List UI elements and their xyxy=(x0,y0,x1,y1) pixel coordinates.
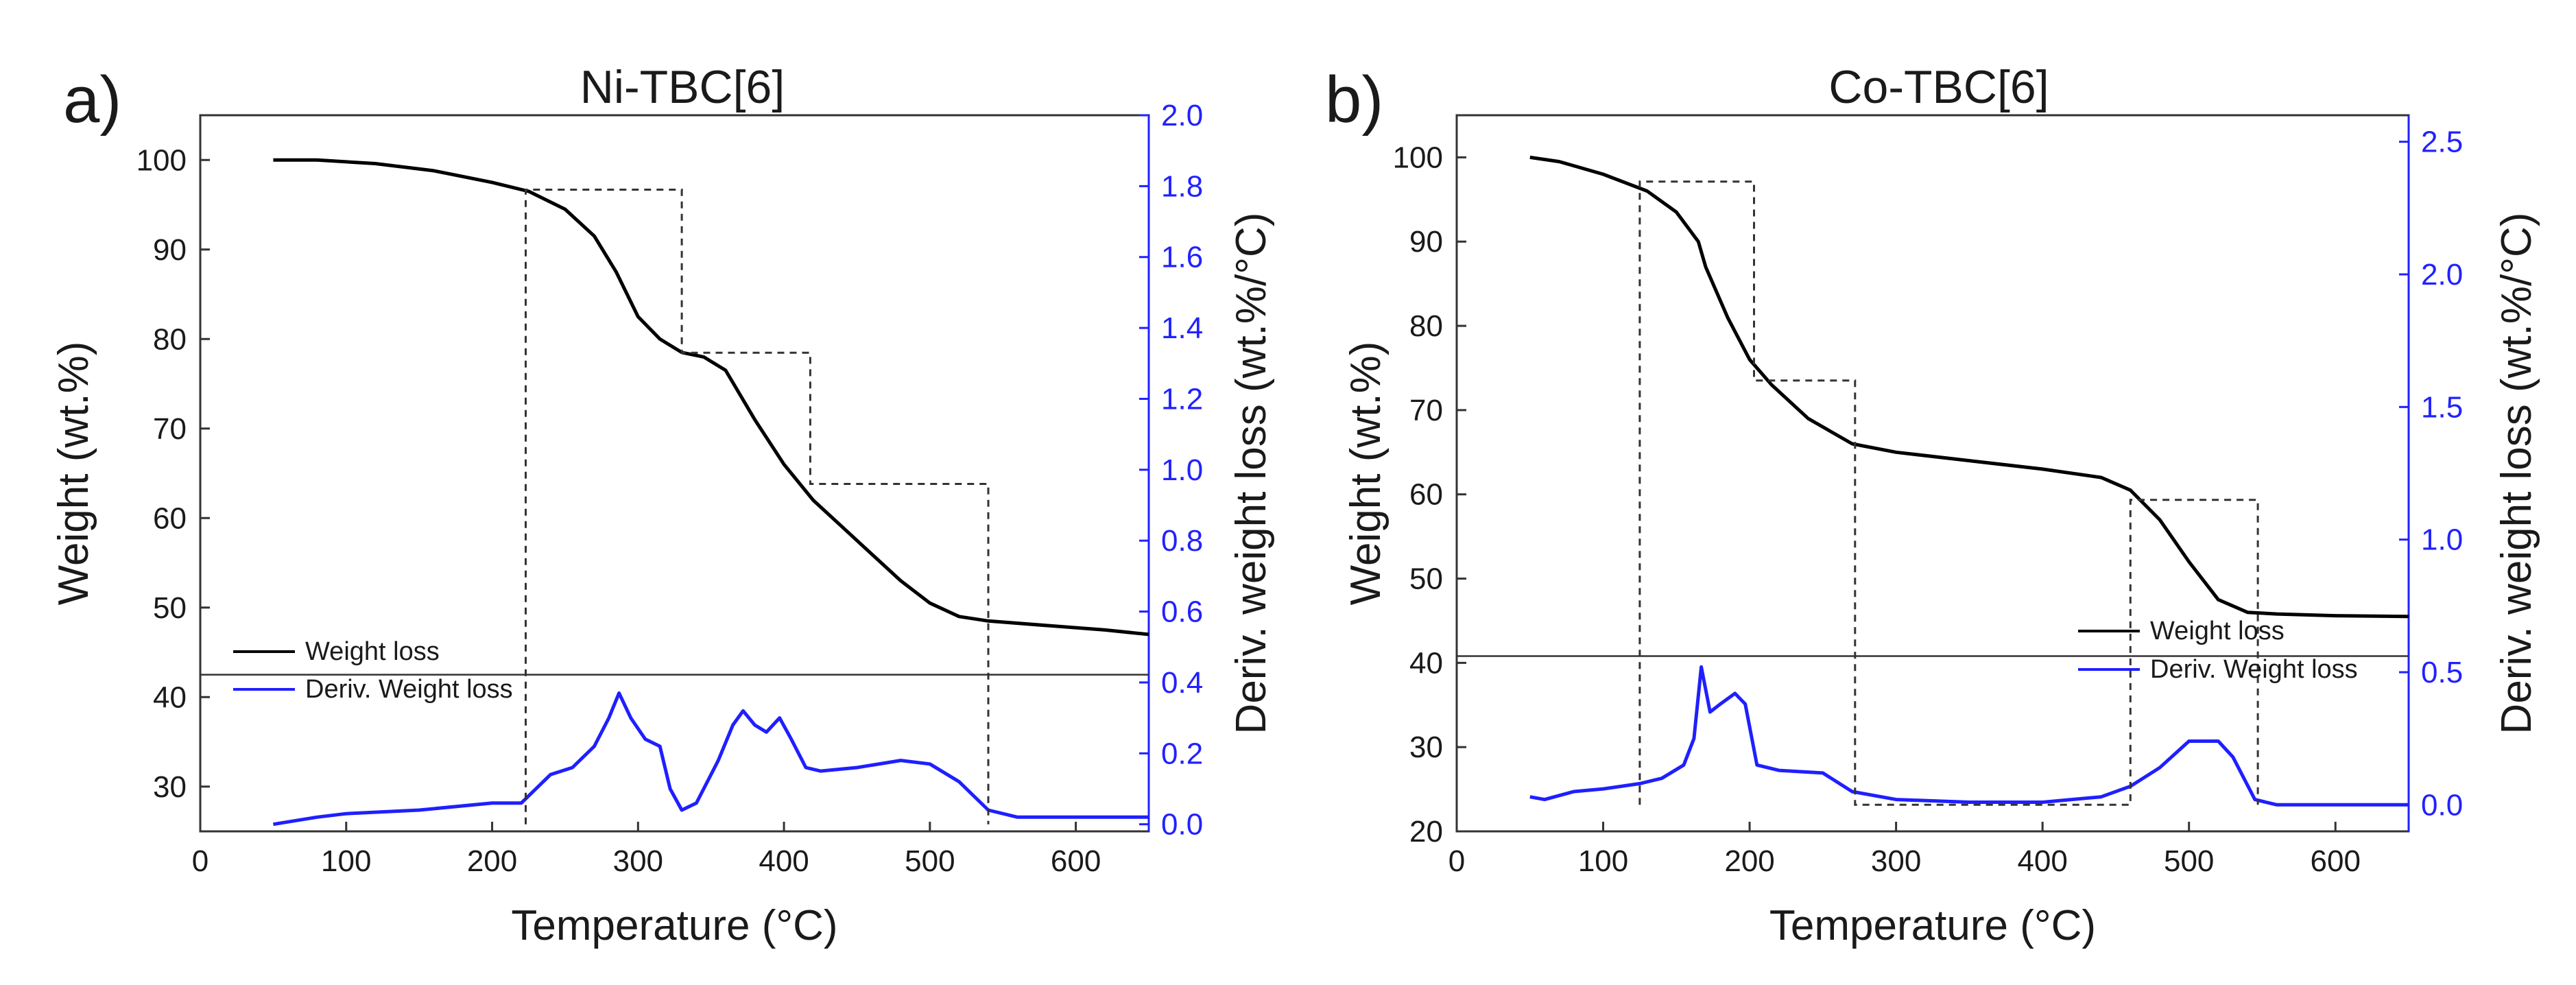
x-tick-label: 500 xyxy=(905,844,955,878)
x-axis-title: Temperature (°C) xyxy=(511,902,837,949)
y-right-tick-label: 2.0 xyxy=(2421,258,2463,292)
x-tick-label: 600 xyxy=(1051,844,1101,878)
y-right-tick-label: 0.4 xyxy=(1161,666,1203,700)
y-tick-label: 40 xyxy=(153,680,187,714)
legend-label-weight: Weight loss xyxy=(2150,617,2285,645)
legend-label-weight: Weight loss xyxy=(305,637,440,666)
step-box-line xyxy=(525,189,990,824)
deriv-weight-loss-line xyxy=(1529,665,2409,807)
x-tick-label: 0 xyxy=(192,844,208,878)
deriv-weight-loss-line xyxy=(272,691,1149,827)
x-tick-label: 200 xyxy=(467,844,517,878)
y-right-tick-label: 1.5 xyxy=(2421,390,2463,424)
y-right-tick-label: 1.8 xyxy=(1161,169,1203,203)
y-tick-label: 100 xyxy=(1393,141,1443,174)
y-tick-label: 70 xyxy=(1409,394,1443,427)
y-right-tick-label: 0.5 xyxy=(2421,656,2463,689)
y-axis-title: Weight (wt.%) xyxy=(1342,342,1390,606)
x-tick-label: 300 xyxy=(613,844,663,878)
y-tick-label: 30 xyxy=(1409,731,1443,764)
y-tick-label: 60 xyxy=(153,501,187,535)
plot-frame xyxy=(1455,114,2410,833)
x-tick-label: 400 xyxy=(2017,844,2067,878)
y-right-tick-label: 0.2 xyxy=(1161,737,1203,770)
y-right-tick-label: 0.6 xyxy=(1161,595,1203,629)
x-tick-label: 200 xyxy=(1724,844,1774,878)
x-tick-label: 100 xyxy=(1578,844,1628,878)
y-tick-label: 80 xyxy=(1409,309,1443,343)
x-tick-label: 300 xyxy=(1871,844,1921,878)
y-tick-label: 100 xyxy=(136,143,187,177)
y-right-axis-title: Deriv. weight loss (wt.%/°C) xyxy=(1228,213,1275,735)
panel-label: b) xyxy=(1325,63,1383,137)
y-right-tick-label: 1.0 xyxy=(2421,523,2463,557)
step-box-line xyxy=(1638,180,2259,806)
y-tick-label: 90 xyxy=(1409,225,1443,259)
x-tick-label: 500 xyxy=(2164,844,2214,878)
x-tick-label: 0 xyxy=(1448,844,1465,878)
y-tick-label: 30 xyxy=(153,770,187,804)
y-right-tick-label: 0.8 xyxy=(1161,524,1203,558)
y-right-tick-label: 1.6 xyxy=(1161,241,1203,274)
y-right-tick-label: 2.0 xyxy=(1161,99,1203,132)
y-tick-label: 20 xyxy=(1409,815,1443,848)
y-right-tick-label: 1.0 xyxy=(1161,453,1203,487)
weight-loss-line xyxy=(273,158,1149,637)
y-tick-label: 90 xyxy=(153,233,187,267)
weight-loss-line xyxy=(1529,155,2409,619)
x-tick-label: 100 xyxy=(321,844,371,878)
panel-ni-tbc6: a) Ni-TBC[6] 0 100 200 300 400 500 600 30 40 50 60 70… xyxy=(50,61,1275,949)
y-right-tick-label: 0.0 xyxy=(2421,788,2463,822)
chart-title: Ni-TBC[6] xyxy=(580,61,785,113)
y-tick-label: 50 xyxy=(153,591,187,625)
y-tick-label: 50 xyxy=(1409,562,1443,596)
y-tick-label: 40 xyxy=(1409,646,1443,680)
plot-frame xyxy=(199,114,1150,833)
y-axis-title: Weight (wt.%) xyxy=(50,342,97,606)
y-tick-label: 70 xyxy=(153,412,187,446)
panel-co-tbc6: b) Co-TBC[6] 0 100 200 300 400 500 600 20 30 40 50 60… xyxy=(1325,61,2540,949)
y-tick-label: 60 xyxy=(1409,478,1443,512)
y-tick-label: 80 xyxy=(153,322,187,356)
x-axis-title: Temperature (°C) xyxy=(1769,902,2096,949)
legend-label-deriv: Deriv. Weight loss xyxy=(305,675,513,704)
y-right-tick-label: 2.5 xyxy=(2421,126,2463,159)
y-right-tick-label: 1.4 xyxy=(1161,311,1203,345)
x-tick-label: 600 xyxy=(2311,844,2361,878)
x-tick-label: 400 xyxy=(759,844,809,878)
chart-title: Co-TBC[6] xyxy=(1828,61,2049,113)
y-right-axis-title: Deriv. weight loss (wt.%/°C) xyxy=(2493,213,2540,735)
y-right-tick-label: 0.0 xyxy=(1161,808,1203,842)
panel-label: a) xyxy=(63,63,121,137)
legend-label-deriv: Deriv. Weight loss xyxy=(2150,655,2358,684)
y-right-tick-label: 1.2 xyxy=(1161,382,1203,416)
